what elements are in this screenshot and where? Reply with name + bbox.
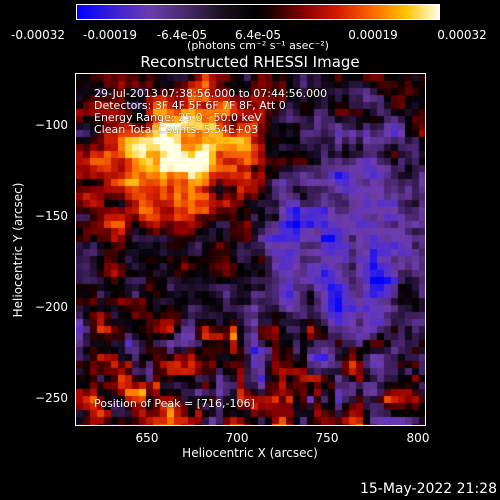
time-range-label: 29-Jul-2013 07:38:56.000 to 07:44:56.000 (94, 87, 328, 100)
x-tick-label: 700 (225, 431, 249, 445)
x-tick-label: 650 (135, 431, 159, 445)
plot-title: Reconstructed RHESSI Image (140, 53, 360, 71)
colorbar-units: (photons cm⁻² s⁻¹ asec⁻²) (187, 39, 329, 52)
colorbar-tick: 6.4e-05 (234, 28, 282, 42)
peak-position-label: Position of Peak = [716,-106] (94, 397, 255, 410)
energy-range-label: Energy Range: 25.0 - 50.0 keV (94, 111, 262, 124)
y-axis-label: Heliocentric Y (arcsec) (11, 182, 25, 318)
y-tick-label: −250 (35, 391, 68, 405)
y-tick-label: −150 (35, 209, 68, 223)
clean-counts-label: Clean Total Counts: 5.54E+03 (94, 123, 259, 136)
colorbar-tick: -0.00019 (83, 28, 137, 42)
colorbar-tick: 0.00032 (437, 28, 487, 42)
detectors-label: Detectors: 3F 4F 5F 6F 7F 8F, Att 0 (94, 99, 286, 112)
x-axis-label: Heliocentric X (arcsec) (182, 446, 318, 460)
colorbar-tick: -0.00032 (11, 28, 65, 42)
x-tick-label: 750 (315, 431, 339, 445)
plot-timestamp: 15-May-2022 21:28 (359, 481, 497, 497)
reconstructed-image (76, 74, 425, 425)
colorbar-tick: 0.00019 (348, 28, 398, 42)
x-tick-label: 800 (406, 431, 430, 445)
colorbar-tick: -6.4e-05 (156, 28, 208, 42)
y-tick-label: −100 (35, 118, 68, 132)
colorbar (76, 4, 440, 20)
image-panel (75, 73, 426, 426)
y-tick-label: −200 (35, 300, 68, 314)
